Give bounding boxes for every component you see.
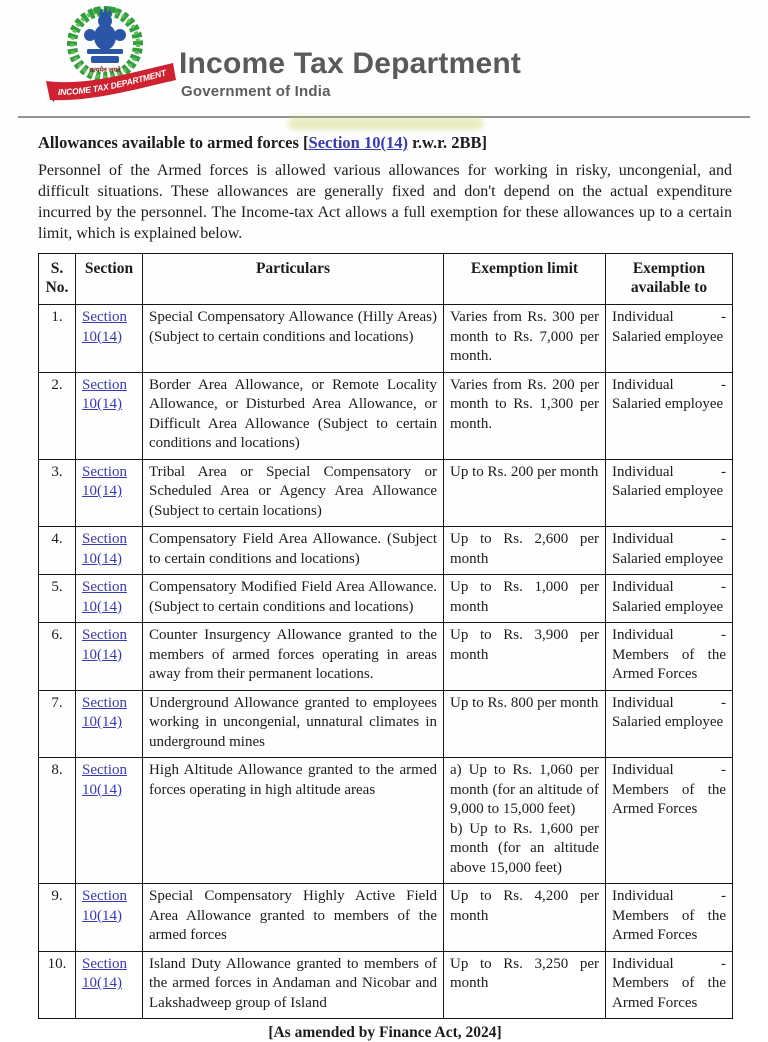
available-to-cell: Individual - Salaried employee (605, 304, 733, 373)
col-header-sno: S. No. (38, 252, 76, 306)
row-number: 10. (38, 950, 76, 1020)
particulars-cell: High Altitude Allowance granted to the a… (142, 757, 444, 885)
allowances-table: S. No. Section Particulars Exemption lim… (38, 252, 733, 1020)
doc-heading: Allowances available to armed forces [Se… (38, 133, 732, 154)
table-header-row: S. No. Section Particulars Exemption lim… (38, 252, 733, 306)
table-row: 10. Section 10(14) Island Duty Allowance… (38, 950, 733, 1020)
exemption-limit-cell: Up to Rs. 200 per month (443, 458, 606, 528)
exemption-limit-cell: Up to Rs. 3,250 per month (443, 950, 606, 1020)
col-header-particulars: Particulars (142, 252, 444, 306)
content: Allowances available to armed forces [Se… (0, 133, 768, 1042)
heading-suffix: r.w.r. 2BB] (407, 133, 487, 152)
col-header-section: Section (75, 252, 143, 306)
exemption-limit-cell: Up to Rs. 4,200 per month (443, 883, 606, 952)
exemption-limit-cell: Varies from Rs. 300 per month to Rs. 7,0… (443, 304, 606, 373)
table-row: 7. Section 10(14) Underground Allowance … (38, 689, 733, 759)
page-title: Income Tax Department (179, 47, 522, 80)
exemption-limit-cell: a) Up to Rs. 1,060 per month (for an alt… (443, 757, 606, 885)
row-number: 4. (38, 526, 76, 576)
available-to-cell: Individual - Members of the Armed Forces (605, 883, 733, 952)
table-row: 8. Section 10(14) High Altitude Allowanc… (38, 757, 733, 885)
table-row: 9. Section 10(14) Special Compensatory H… (38, 883, 733, 952)
amendment-note: [As amended by Finance Act, 2024] (268, 1024, 502, 1042)
row-number: 1. (38, 304, 76, 373)
row-number: 8. (38, 757, 76, 885)
section-link[interactable]: Section 10(14) (82, 627, 127, 663)
exemption-limit-cell: Up to Rs. 800 per month (443, 689, 606, 759)
table-row: 3. Section 10(14) Tribal Area or Special… (38, 458, 733, 528)
table-row: 6. Section 10(14) Counter Insurgency All… (38, 622, 733, 691)
particulars-cell: Underground Allowance granted to employe… (142, 689, 444, 759)
exemption-limit-cell: Up to Rs. 1,000 per month (443, 574, 606, 624)
section-link[interactable]: Section 10(14) (82, 531, 127, 567)
particulars-cell: Border Area Allowance, or Remote Localit… (142, 371, 444, 460)
intro-paragraph: Personnel of the Armed forces is allowed… (38, 161, 732, 243)
section-link[interactable]: Section 10(14) (82, 463, 127, 500)
row-number: 9. (38, 883, 76, 952)
particulars-cell: Tribal Area or Special Compensatory or S… (142, 458, 444, 528)
available-to-cell: Individual - Members of the Armed Forces (605, 950, 733, 1020)
available-to-cell: Individual - Members of the Armed Forces (605, 622, 733, 691)
row-number: 7. (38, 689, 76, 759)
particulars-cell: Counter Insurgency Allowance granted to … (142, 622, 444, 691)
available-to-cell: Individual - Salaried employee (605, 574, 733, 624)
section-link[interactable]: Section 10(14) (82, 888, 127, 924)
section-link[interactable]: Section 10(14) (82, 762, 127, 798)
particulars-cell: Compensatory Field Area Allowance. (Subj… (142, 526, 444, 576)
section-link[interactable]: Section 10(14) (82, 579, 127, 615)
row-number: 3. (38, 458, 76, 528)
section-link[interactable]: Section 10(14) (82, 694, 127, 731)
heading-prefix: Allowances available to armed forces [ (38, 133, 309, 152)
row-number: 5. (38, 574, 76, 624)
particulars-cell: Island Duty Allowance granted to members… (142, 950, 444, 1020)
table-row: 4. Section 10(14) Compensatory Field Are… (38, 526, 733, 576)
motto-text: सत्यमेव जयते (88, 66, 121, 74)
highlight-smudge (288, 117, 483, 130)
section-link[interactable]: Section 10(14) (82, 309, 127, 345)
col-header-limit: Exemption limit (443, 252, 606, 306)
page-subtitle: Government of India (181, 82, 331, 100)
ashoka-lion-icon (84, 7, 126, 63)
row-number: 2. (38, 371, 76, 460)
col-header-available-to: Exemption available to (605, 252, 733, 306)
exemption-limit-cell: Varies from Rs. 200 per month to Rs. 1,3… (443, 371, 606, 460)
exemption-limit-cell: Up to Rs. 3,900 per month (443, 622, 606, 691)
table-row: 2. Section 10(14) Border Area Allowance,… (38, 371, 733, 460)
exemption-limit-cell: Up to Rs. 2,600 per month (443, 526, 606, 576)
available-to-cell: Individual - Salaried employee (605, 371, 733, 460)
masthead: सत्यमेव जयते INCOME TAX DEPARTMENT Incom… (0, 0, 768, 116)
particulars-cell: Special Compensatory Allowance (Hilly Ar… (142, 304, 444, 373)
particulars-cell: Compensatory Modified Field Area Allowan… (142, 574, 444, 624)
particulars-cell: Special Compensatory Highly Active Field… (142, 883, 444, 952)
table-row: 5. Section 10(14) Compensatory Modified … (38, 574, 733, 624)
divider (18, 116, 750, 118)
section-link[interactable]: Section 10(14) (82, 955, 127, 992)
brand-block: Income Tax Department Government of Indi… (179, 48, 521, 100)
table-row: 1. Section 10(14) Special Compensatory A… (38, 304, 733, 373)
row-number: 6. (38, 622, 76, 691)
available-to-cell: Individual - Salaried employee (605, 526, 733, 576)
available-to-cell: Individual - Salaried employee (605, 689, 733, 759)
available-to-cell: Individual - Members of the Armed Forces (605, 757, 733, 885)
income-tax-dept-emblem: सत्यमेव जयते INCOME TAX DEPARTMENT (46, 5, 176, 102)
section-link[interactable]: Section 10(14) (82, 376, 127, 413)
section-10-14-link[interactable]: Section 10(14) (308, 133, 408, 152)
available-to-cell: Individual - Salaried employee (605, 458, 733, 528)
